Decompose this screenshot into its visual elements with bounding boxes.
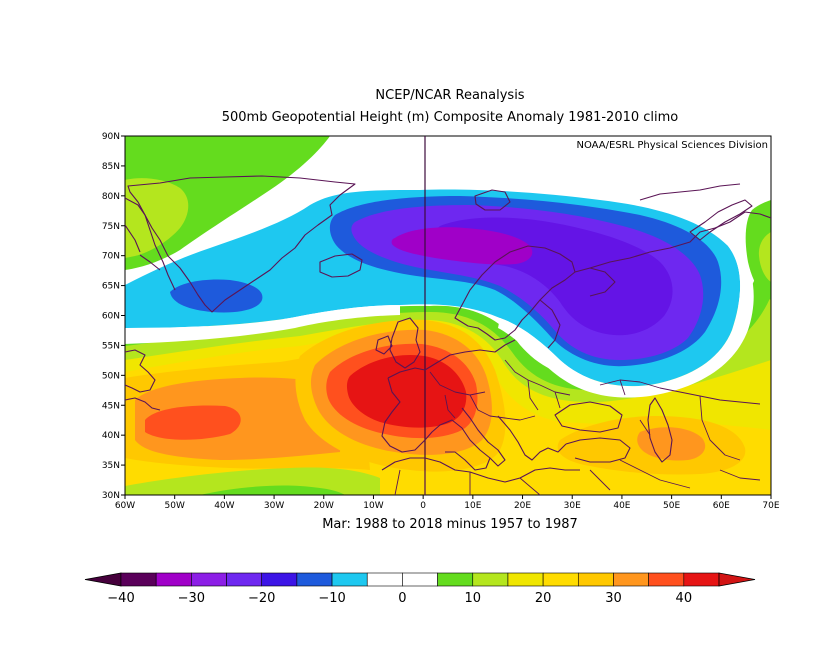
lat-tick-label: 35N <box>102 461 120 471</box>
coast-turkey <box>565 437 631 463</box>
negative-anomaly-field <box>125 189 741 387</box>
zero-contour-band-atlantic <box>125 305 400 344</box>
coast-novaya-zemlya <box>689 199 753 241</box>
colorbar-label: 40 <box>676 591 693 606</box>
colorbar-swatch <box>296 572 333 587</box>
colorbar-swatch <box>226 572 263 587</box>
country-borders <box>394 359 761 495</box>
lat-tick-label: 45N <box>102 401 120 411</box>
coast-iceland <box>319 253 363 278</box>
lon-tick-label: 30W <box>264 501 284 511</box>
lon-tick-label: 60E <box>713 501 730 511</box>
colorbar-label: −40 <box>107 591 134 606</box>
chart-title: NCEP/NCAR Reanalysis <box>375 88 525 103</box>
pos-redorange-atlantic <box>145 405 241 440</box>
credit-label: NOAA/ESRL Physical Sciences Division <box>577 140 769 151</box>
colorbar-swatch <box>577 572 614 587</box>
colorbar-swatch <box>472 572 509 587</box>
coast-black-sea <box>554 401 623 433</box>
lon-tick-label: 10E <box>464 501 481 511</box>
lat-tick-label: 70N <box>102 252 120 262</box>
colorbar-swatch <box>542 572 579 587</box>
colorbar-label: −10 <box>318 591 345 606</box>
lat-tick-label: 60N <box>102 312 120 322</box>
lon-tick-label: 20W <box>314 501 334 511</box>
colorbar-label: −30 <box>178 591 205 606</box>
pos-green-greenland <box>125 136 330 270</box>
period-subtitle: Mar: 1988 to 2018 minus 1957 to 1987 <box>322 517 578 532</box>
lat-tick-label: 55N <box>102 341 120 351</box>
colorbar: −40 −30 −20 −10 0 10 20 30 40 <box>84 572 756 606</box>
colorbar-swatch <box>366 572 403 587</box>
colorbar-label: 30 <box>605 591 622 606</box>
coast-greenland <box>127 175 356 313</box>
coast-svalbard <box>474 189 511 211</box>
coast-caspian <box>647 397 673 463</box>
colorbar-swatch <box>613 572 649 587</box>
coast-balkans-greece <box>497 415 567 461</box>
colorbar-swatch <box>683 572 720 587</box>
lon-tick-label: 20E <box>514 501 531 511</box>
pos-green-south-strip <box>200 485 345 495</box>
lat-tick-label: 90N <box>102 132 120 142</box>
colorbar-label: 10 <box>464 591 481 606</box>
lon-tick-label: 40W <box>214 501 234 511</box>
colorbar-label: 20 <box>535 591 552 606</box>
pos-lime-ne <box>758 232 771 282</box>
colorbar-swatch <box>437 572 474 587</box>
coast-labrador <box>125 349 161 411</box>
lat-tick-label: 30N <box>102 491 120 501</box>
colorbar-swatch <box>155 572 192 587</box>
colorbar-swatch <box>191 572 227 587</box>
colorbar-swatch <box>120 572 157 587</box>
lon-tick-label: 70E <box>762 501 779 511</box>
lat-tick-label: 50N <box>102 371 120 381</box>
coast-north-africa <box>381 457 580 483</box>
anomaly-field <box>125 136 771 495</box>
chart-subtitle-line: 500mb Geopotential Height (m) Composite … <box>221 110 679 125</box>
coast-britain <box>375 317 421 369</box>
lon-tick-label: 60W <box>115 501 135 511</box>
colorbar-swatch <box>261 572 298 587</box>
pos-red-europe <box>346 354 467 428</box>
coast-italy <box>461 407 506 467</box>
pos-green-ne <box>745 200 771 300</box>
latitude-axis: 90N 85N 80N 75N 70N 65N 60N 55N 50N 45N 40N 35N 30N <box>102 132 125 501</box>
colorbar-min-arrow <box>84 572 122 587</box>
lat-tick-label: 75N <box>102 222 120 232</box>
colorbar-swatch <box>507 572 544 587</box>
colorbar-label: 0 <box>398 591 406 606</box>
colorbar-swatch <box>402 572 438 587</box>
neg-purple <box>391 227 533 265</box>
coast-canada-arctic <box>125 197 176 291</box>
colorbar-swatch <box>648 572 685 587</box>
lat-tick-label: 80N <box>102 192 120 202</box>
colorbar-swatch <box>331 572 368 587</box>
coast-western-europe <box>381 339 516 471</box>
coastlines <box>125 175 771 495</box>
pos-lime-greenland <box>125 178 189 258</box>
longitude-axis: 60W 50W 40W 30W 20W 10W 0 10E 20E 30E 40E 50E 60E 70E <box>115 495 780 511</box>
lat-tick-label: 85N <box>102 162 120 172</box>
lon-tick-label: 0 <box>420 501 426 511</box>
lon-tick-label: 50W <box>165 501 185 511</box>
europe-warm-core <box>295 319 506 472</box>
lon-tick-label: 10W <box>363 501 383 511</box>
coast-finland <box>539 267 616 349</box>
lon-tick-label: 50E <box>663 501 680 511</box>
coast-russia-arctic <box>589 183 771 269</box>
lat-tick-label: 40N <box>102 431 120 441</box>
colorbar-label: −20 <box>248 591 275 606</box>
northeast-positive <box>745 200 771 300</box>
lon-tick-label: 40E <box>613 501 630 511</box>
lon-tick-label: 30E <box>564 501 581 511</box>
colorbar-max-arrow <box>718 572 756 587</box>
lat-tick-label: 65N <box>102 282 120 292</box>
coast-scandinavia <box>454 245 576 341</box>
